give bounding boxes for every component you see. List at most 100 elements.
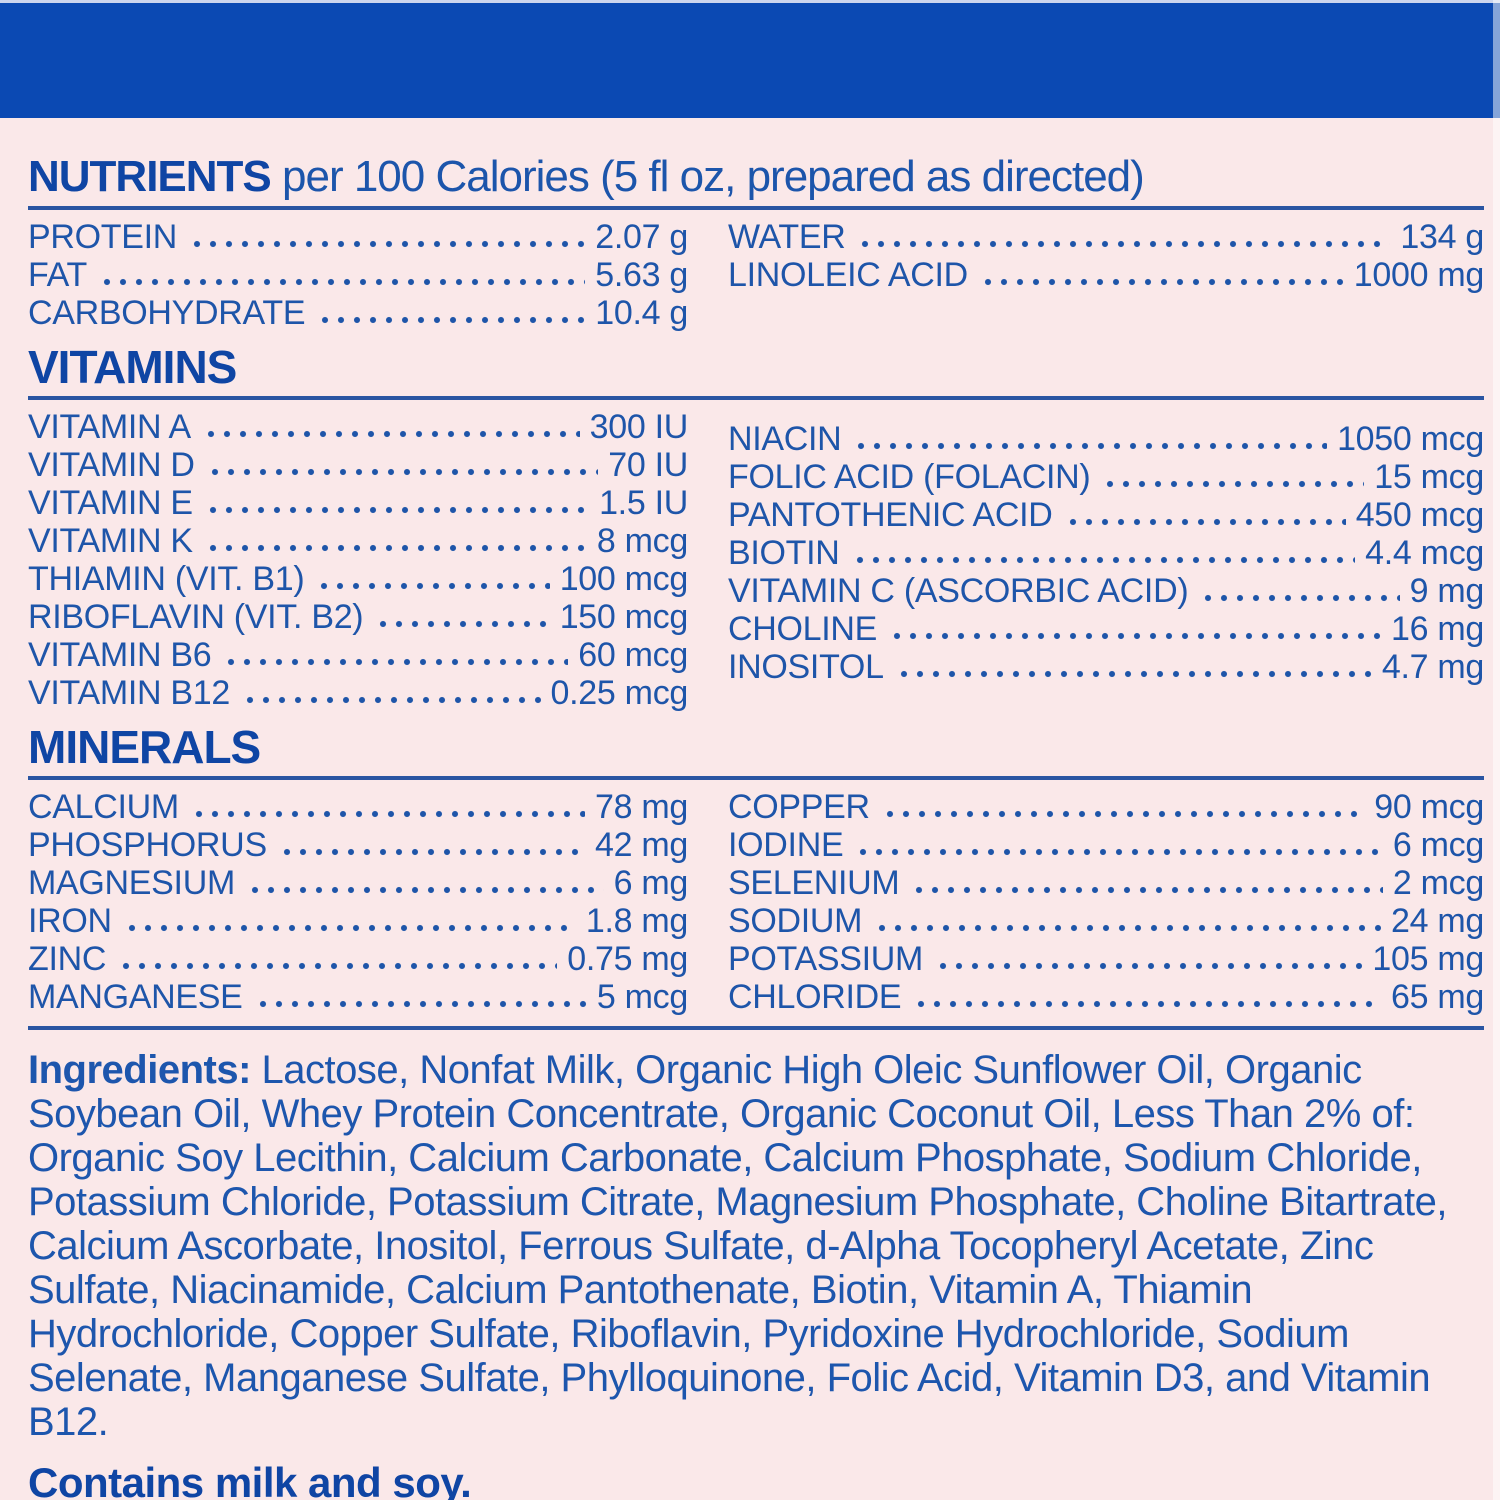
dot-leader <box>242 673 541 712</box>
nutrient-row: VITAMIN A 300 IU <box>28 407 689 446</box>
nutrient-row: INOSITOL 4.7 mg <box>728 647 1484 686</box>
nutrient-row: COPPER 90 mcg <box>728 787 1484 826</box>
nutrient-value: 450 mcg <box>1355 495 1485 534</box>
nutrient-row: WATER 134 g <box>728 217 1484 256</box>
allergen-statement: Contains milk and soy. <box>28 1458 472 1500</box>
dot-leader <box>853 419 1328 458</box>
dot-leader <box>316 559 550 598</box>
nutrient-label: VITAMIN E <box>28 483 193 522</box>
nutrient-value: 70 IU <box>608 445 688 484</box>
nutrient-value: 78 mg <box>595 787 688 826</box>
nutrient-value: 100 mcg <box>559 559 689 598</box>
nutrient-row: NIACIN 1050 mcg <box>728 419 1484 458</box>
nutrient-label: CHLORIDE <box>728 977 902 1016</box>
nutrient-row: THIAMIN (VIT. B1) 100 mcg <box>28 559 689 598</box>
dot-leader <box>855 825 1383 864</box>
nutrient-label: POTASSIUM <box>728 939 924 978</box>
nutrient-value: 8 mcg <box>596 521 688 560</box>
vitamins-left-column: VITAMIN A 300 IU VITAMIN D 70 IU VITAMIN E 1.… <box>28 407 728 712</box>
dot-leader <box>857 217 1391 256</box>
dot-leader <box>913 977 1381 1016</box>
nutrient-row: LINOLEIC ACID 1000 mg <box>728 255 1485 294</box>
nutrient-row: PROTEIN 2.07 g <box>28 217 688 256</box>
dot-leader <box>874 901 1381 940</box>
dot-leader <box>254 977 587 1016</box>
nutrient-label: FOLIC ACID (FOLACIN) <box>728 457 1091 496</box>
dot-leader <box>98 255 586 294</box>
dot-leader <box>123 901 576 940</box>
dot-leader <box>189 217 586 256</box>
nutrient-value: 1000 mg <box>1353 255 1485 294</box>
nutrient-value: 134 g <box>1400 217 1484 256</box>
nutrient-label: LINOLEIC ACID <box>728 255 968 294</box>
nutrient-row: VITAMIN D 70 IU <box>28 445 688 484</box>
nutrient-row: PHOSPHORUS 42 mg <box>28 825 688 864</box>
nutrient-value: 6 mcg <box>1392 825 1484 864</box>
dot-leader <box>1064 495 1346 534</box>
nutrient-row: CHOLINE 16 mg <box>728 609 1484 648</box>
nutrient-label: WATER <box>728 217 846 256</box>
nutrient-value: 9 mg <box>1409 571 1485 610</box>
dot-leader <box>1200 571 1400 610</box>
label-content: NUTRIENTS per 100 Calories (5 fl oz, pre… <box>0 118 1500 1500</box>
nutrient-label: MAGNESIUM <box>28 863 235 902</box>
dot-leader <box>979 255 1344 294</box>
dot-leader <box>889 609 1381 648</box>
nutrient-row: RIBOFLAVIN (VIT. B2) 150 mcg <box>28 597 689 636</box>
nutrient-label: BIOTIN <box>728 533 840 572</box>
minerals-section: CALCIUM 78 mg PHOSPHORUS 42 mg MAGNESIUM 6 mg… <box>28 787 1484 1016</box>
nutrient-label: VITAMIN D <box>28 445 195 484</box>
nutrient-value: 16 mg <box>1391 609 1484 648</box>
dot-leader <box>317 293 586 332</box>
nutrient-value: 150 mcg <box>559 597 689 636</box>
vitamins-right-column: NIACIN 1050 mcg FOLIC ACID (FOLACIN) 15 mcg… <box>728 408 1484 712</box>
nutrient-value: 60 mcg <box>578 635 688 674</box>
nutrient-label: VITAMIN C (ASCORBIC ACID) <box>728 571 1189 610</box>
nutrient-value: 24 mg <box>1391 901 1484 940</box>
nutrients-divider <box>28 205 1484 210</box>
dot-leader <box>895 647 1372 686</box>
dot-leader <box>204 521 587 560</box>
nutrient-value: 15 mcg <box>1374 457 1484 496</box>
minerals-left-column: CALCIUM 78 mg PHOSPHORUS 42 mg MAGNESIUM 6 mg… <box>28 787 728 1016</box>
nutrient-value: 90 mcg <box>1374 787 1484 826</box>
nutrient-label: ZINC <box>28 939 107 978</box>
minerals-heading: MINERALS <box>28 720 261 773</box>
nutrient-label: IRON <box>28 901 112 940</box>
nutrient-row: SODIUM 24 mg <box>728 901 1484 940</box>
nutrient-row: POTASSIUM 105 mg <box>728 939 1484 978</box>
nutrient-row: VITAMIN B6 60 mcg <box>28 635 688 674</box>
nutrient-row: VITAMIN B12 0.25 mcg <box>28 673 689 712</box>
nutrient-label: VITAMIN A <box>28 407 191 446</box>
nutrient-value: 42 mg <box>595 825 688 864</box>
nutrient-value: 0.75 mg <box>567 939 688 978</box>
nutrient-row: VITAMIN K 8 mcg <box>28 521 688 560</box>
nutrient-value: 65 mg <box>1391 977 1484 1016</box>
dot-leader <box>190 787 585 826</box>
minerals-right-column: COPPER 90 mcg IODINE 6 mcg SELENIUM 2 mcg SODI… <box>728 787 1484 1016</box>
nutrient-row: FAT 5.63 g <box>28 255 688 294</box>
dot-leader <box>881 787 1365 826</box>
dot-leader <box>375 597 550 636</box>
nutrient-value: 2 mcg <box>1392 863 1484 902</box>
dot-leader <box>278 825 585 864</box>
nutrient-row: MAGNESIUM 6 mg <box>28 863 689 902</box>
nutrient-row: VITAMIN C (ASCORBIC ACID) 9 mg <box>728 571 1485 610</box>
vitamins-divider <box>28 395 1484 400</box>
nutrient-label: COPPER <box>728 787 870 826</box>
nutrient-value: 6 mg <box>613 863 689 902</box>
nutrient-label: VITAMIN B6 <box>28 635 212 674</box>
nutrient-value: 300 IU <box>589 407 689 446</box>
nutrient-value: 0.25 mcg <box>550 673 689 712</box>
nutrient-label: PROTEIN <box>28 217 178 256</box>
nutrient-row: CHLORIDE 65 mg <box>728 977 1484 1016</box>
nutrient-label: CARBOHYDRATE <box>28 293 306 332</box>
dot-leader <box>118 939 558 978</box>
nutrient-label: RIBOFLAVIN (VIT. B2) <box>28 597 364 636</box>
nutrient-value: 1050 mcg <box>1337 419 1484 458</box>
dot-leader <box>206 445 599 484</box>
nutrient-label: NIACIN <box>728 419 842 458</box>
nutrient-value: 4.7 mg <box>1381 647 1484 686</box>
top-banner <box>0 0 1500 118</box>
nutrient-label: IODINE <box>728 825 844 864</box>
